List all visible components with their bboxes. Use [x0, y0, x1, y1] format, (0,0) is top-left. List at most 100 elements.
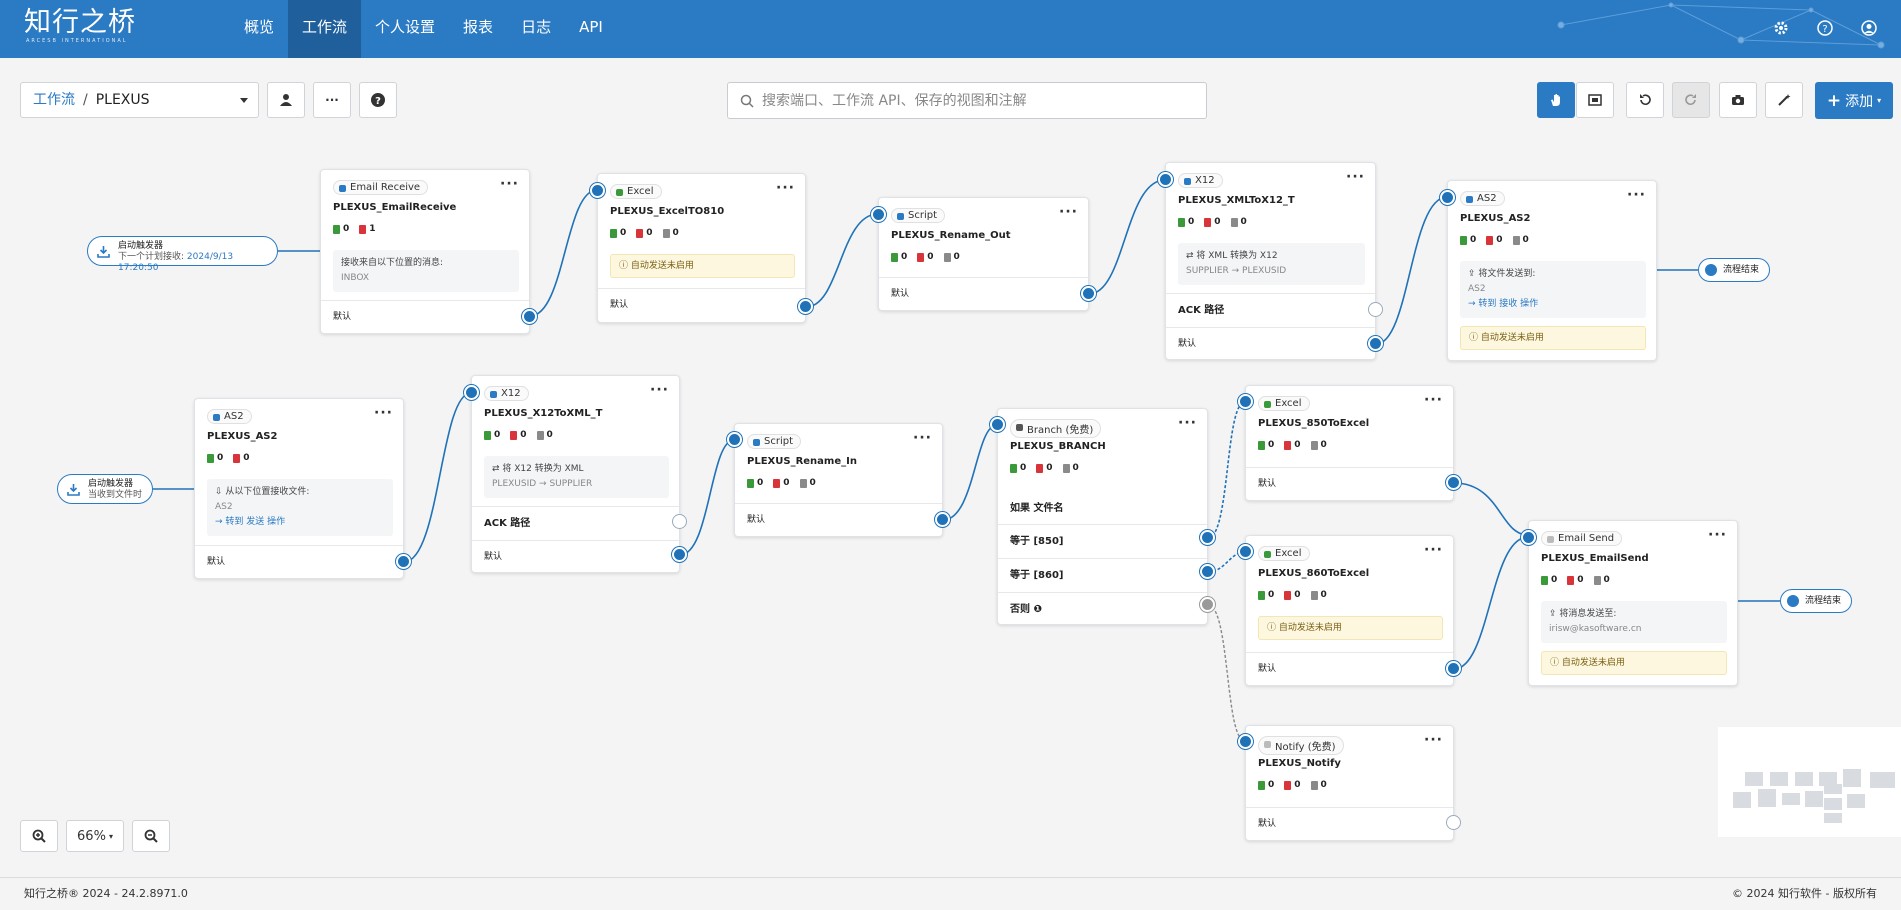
connector-rename-in[interactable]: Script ··· PLEXUS_Rename_In 0 0 0 默认	[734, 423, 943, 537]
output-port[interactable]	[1446, 661, 1461, 676]
node-menu-icon[interactable]: ···	[1627, 187, 1646, 203]
input-port[interactable]	[1521, 530, 1536, 545]
nav-workflow[interactable]: 工作流	[288, 0, 362, 58]
output-port-850[interactable]	[1200, 530, 1215, 545]
node-menu-icon[interactable]: ···	[374, 405, 393, 421]
logo[interactable]: 知行之桥 ARCESB INTERNATIONAL	[24, 8, 136, 45]
start-trigger-scheduled[interactable]: 启动触发器 下一个计划接收: 2024/9/13 17:20:50	[87, 236, 278, 273]
goto-receive-link[interactable]: → 转到 接收 操作	[1468, 299, 1539, 309]
input-port[interactable]	[1158, 172, 1173, 187]
connector-rename-out[interactable]: Script ··· PLEXUS_Rename_Out 0 0 0 默认	[878, 197, 1089, 311]
output-port[interactable]	[935, 512, 950, 527]
connector-type-badge: Branch (免费)	[1010, 419, 1102, 438]
goto-send-link[interactable]: → 转到 发送 操作	[215, 517, 286, 527]
minimap[interactable]	[1718, 727, 1901, 837]
input-port[interactable]	[727, 432, 742, 447]
connector-email-send[interactable]: Email Send ··· PLEXUS_EmailSend 0 0 0 ⇪ 将消…	[1528, 520, 1738, 686]
output-port[interactable]	[522, 309, 537, 324]
node-menu-icon[interactable]: ···	[1424, 392, 1443, 408]
input-port[interactable]	[1238, 544, 1253, 559]
help-icon[interactable]: ?	[1813, 16, 1837, 40]
ack-output-port[interactable]	[672, 514, 687, 529]
connector-branch[interactable]: Branch (免费) ··· PLEXUS_BRANCH 0 0 0 如果 文件名…	[997, 408, 1208, 625]
output-port[interactable]	[798, 299, 813, 314]
output-port[interactable]	[1368, 336, 1383, 351]
input-port[interactable]	[1440, 190, 1455, 205]
ack-output-port[interactable]	[1368, 302, 1383, 317]
output-port-860[interactable]	[1200, 564, 1215, 579]
output-port[interactable]	[396, 554, 411, 569]
count-success: 0	[901, 252, 908, 262]
redo-button[interactable]	[1672, 82, 1710, 118]
node-menu-icon[interactable]: ···	[1346, 169, 1365, 185]
node-menu-icon[interactable]: ···	[1708, 527, 1727, 543]
node-menu-icon[interactable]: ···	[650, 382, 669, 398]
input-port[interactable]	[464, 385, 479, 400]
count-error: 1	[369, 224, 376, 234]
input-port[interactable]	[590, 183, 605, 198]
more-options-button[interactable]: ···	[313, 82, 351, 118]
input-port[interactable]	[1238, 394, 1253, 409]
branch-else-row: 否则 ❶	[998, 592, 1207, 626]
file-success-icon	[610, 228, 617, 238]
connector-excel-810[interactable]: Excel ··· PLEXUS_ExcelTO810 0 0 0 ⓘ 自动发送未启…	[597, 173, 806, 323]
autosend-warning: ⓘ 自动发送未启用	[1258, 616, 1443, 640]
output-port-else[interactable]	[1200, 597, 1215, 612]
connector-notify[interactable]: Notify (免费) ··· PLEXUS_Notify 0 0 0 默认	[1245, 725, 1454, 841]
connector-as2-send[interactable]: AS2 ··· PLEXUS_AS2 0 0 0 ⇪ 将文件发送到: AS2 → 转到 …	[1447, 180, 1657, 361]
nav-profile[interactable]: 个人设置	[375, 18, 436, 36]
count-error: 0	[243, 453, 250, 463]
input-port[interactable]	[871, 207, 886, 222]
select-mode-button[interactable]	[1576, 82, 1614, 118]
connector-type-badge: Excel	[1258, 546, 1310, 561]
zoom-in-button[interactable]	[20, 820, 58, 852]
undo-button[interactable]	[1626, 82, 1664, 118]
node-menu-icon[interactable]: ···	[500, 176, 519, 192]
user-filter-button[interactable]	[267, 82, 305, 118]
pan-mode-button[interactable]	[1537, 82, 1575, 118]
search-box[interactable]	[727, 82, 1207, 119]
auto-layout-button[interactable]	[1765, 82, 1803, 118]
node-menu-icon[interactable]: ···	[776, 180, 795, 196]
file-pending-icon	[536, 430, 544, 440]
input-port[interactable]	[990, 417, 1005, 432]
start-trigger-on-file[interactable]: 启动触发器 当收到文件时	[57, 474, 153, 504]
file-success-icon	[207, 453, 214, 463]
branch-case-850: 等于 [850]	[998, 524, 1207, 558]
snapshot-button[interactable]	[1719, 82, 1757, 118]
output-port[interactable]	[1446, 475, 1461, 490]
connector-excel-850[interactable]: Excel ··· PLEXUS_850ToExcel 0 0 0 默认	[1245, 385, 1454, 501]
file-error-icon	[917, 252, 925, 262]
nav-logs[interactable]: 日志	[521, 18, 552, 36]
help-button[interactable]: ?	[359, 82, 397, 118]
output-port[interactable]	[1081, 286, 1096, 301]
node-menu-icon[interactable]: ···	[1424, 542, 1443, 558]
breadcrumb-workflow-link[interactable]: 工作流	[33, 92, 75, 108]
input-port[interactable]	[1238, 734, 1253, 749]
user-icon[interactable]	[1857, 16, 1881, 40]
connector-xml-to-x12[interactable]: X12 ··· PLEXUS_XMLToX12_T 0 0 0 ⇄ 将 XML 转换…	[1165, 162, 1376, 360]
file-error-icon	[1284, 590, 1292, 600]
nav-reports[interactable]: 报表	[463, 18, 494, 36]
node-menu-icon[interactable]: ···	[1424, 732, 1443, 748]
flow-end-top: 流程结束	[1698, 258, 1771, 282]
breadcrumb[interactable]: 工作流 / PLEXUS	[20, 82, 259, 118]
connector-excel-860[interactable]: Excel ··· PLEXUS_860ToExcel 0 0 0 ⓘ 自动发送未启…	[1245, 535, 1454, 686]
nav-api[interactable]: API	[579, 18, 603, 36]
search-input[interactable]	[762, 92, 1202, 109]
node-menu-icon[interactable]: ···	[913, 430, 932, 446]
zoom-level-select[interactable]: 66% ▾	[66, 820, 124, 852]
connector-x12-to-xml[interactable]: X12 ··· PLEXUS_X12ToXML_T 0 0 0 ⇄ 将 X12 转换…	[471, 375, 680, 573]
add-button[interactable]: + 添加 ▾	[1815, 82, 1893, 119]
node-menu-icon[interactable]: ···	[1059, 204, 1078, 220]
nav-overview[interactable]: 概览	[244, 18, 275, 36]
connector-name: PLEXUS_BRANCH	[1010, 441, 1106, 452]
output-port[interactable]	[672, 547, 687, 562]
gear-icon[interactable]	[1769, 16, 1793, 40]
node-menu-icon[interactable]: ···	[1178, 415, 1197, 431]
output-port[interactable]	[1446, 815, 1461, 830]
zoom-out-button[interactable]	[132, 820, 170, 852]
warning-text: 自动发送未启用	[630, 261, 694, 271]
